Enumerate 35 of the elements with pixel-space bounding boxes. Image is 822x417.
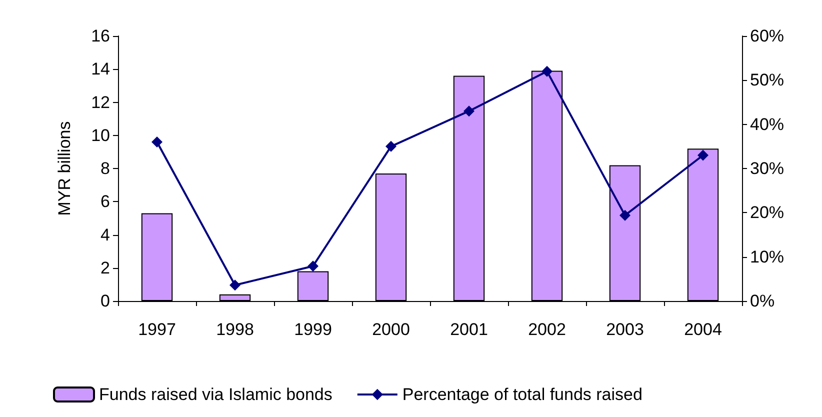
legend-label: Funds raised via Islamic bonds — [99, 385, 332, 404]
y-axis-title: MYR billions — [55, 121, 74, 216]
y2-tick-label: 0% — [750, 292, 775, 310]
legend-label: Percentage of total funds raised — [402, 385, 642, 404]
y-tick-label: 12 — [91, 92, 110, 112]
y2-tick-label: 50% — [750, 70, 784, 90]
y2-tick-label: 20% — [750, 203, 784, 222]
y2-tick-label: 30% — [750, 159, 784, 178]
y-tick-label: 10 — [91, 126, 110, 145]
x-tick-label: 2003 — [606, 320, 644, 339]
y-tick-label: 4 — [100, 225, 110, 244]
point — [230, 280, 240, 291]
y-tick-label: 0 — [100, 292, 110, 310]
x-tick-label: 1999 — [294, 320, 332, 339]
x-tick-label: 2002 — [528, 320, 566, 339]
point — [152, 136, 162, 148]
point — [464, 106, 474, 117]
point — [698, 150, 708, 161]
y-tick-label: 14 — [91, 60, 110, 79]
x-tick-label: 1998 — [216, 320, 254, 339]
y-tick-label: 16 — [91, 26, 110, 46]
point — [542, 66, 552, 77]
point — [620, 210, 630, 221]
y-tick-label: 6 — [100, 192, 110, 212]
x-tick-label: 1997 — [138, 320, 176, 339]
x-tick-label: 2001 — [450, 320, 488, 339]
y2-tick-label: 60% — [750, 26, 784, 46]
y-tick-label: 8 — [100, 159, 110, 178]
point — [308, 260, 318, 272]
x-tick-label: 2000 — [372, 320, 410, 339]
x-tick-label: 2004 — [684, 320, 722, 339]
y2-tick-label: 10% — [750, 247, 784, 266]
y2-tick-label: 40% — [750, 114, 784, 134]
point — [386, 140, 396, 152]
y-tick-label: 2 — [100, 258, 110, 278]
